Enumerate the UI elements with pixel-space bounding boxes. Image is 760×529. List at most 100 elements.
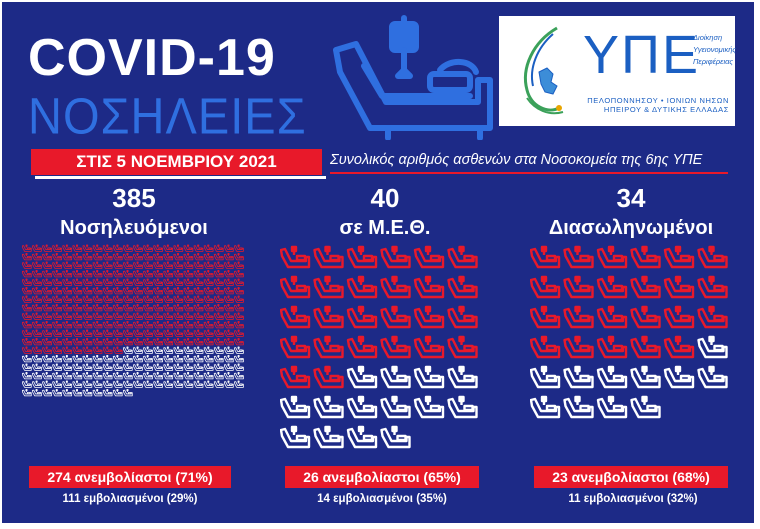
- unvaccinated-patient-icon: [32, 270, 42, 278]
- stat-label: Διασωληνωμένοι: [548, 217, 714, 239]
- unvaccinated-patient-icon: [82, 244, 93, 252]
- unvaccinated-patient-icon: [213, 321, 224, 329]
- unvaccinated-patient-icon: [52, 253, 62, 261]
- unvaccinated-patient-icon: [313, 365, 344, 389]
- unvaccinated-patient-icon: [52, 312, 62, 320]
- unvaccinated-patient-icon: [52, 304, 62, 312]
- unvaccinated-patient-icon: [563, 335, 594, 359]
- vaccinated-label: 14 εμβολιασμένοι (35%): [317, 493, 447, 505]
- unvaccinated-patient-icon: [143, 329, 153, 337]
- unvaccinated-patient-icon: [92, 261, 103, 269]
- unvaccinated-patient-icon: [223, 270, 234, 278]
- vaccinated-patient-icon: [163, 380, 174, 388]
- icon-grid-hospitalized: [22, 244, 244, 397]
- vaccinated-patient-icon: [112, 372, 123, 380]
- vaccinated-patient-icon: [280, 395, 311, 419]
- vaccinated-patient-icon: [32, 380, 42, 388]
- unvaccinated-patient-icon: [313, 245, 344, 269]
- unvaccinated-patient-icon: [193, 329, 204, 337]
- unvaccinated-patient-icon: [183, 253, 194, 261]
- unvaccinated-patient-icon: [102, 278, 113, 286]
- vaccinated-patient-icon: [234, 380, 244, 388]
- unvaccinated-patient-icon: [193, 295, 204, 303]
- unvaccinated-patient-icon: [213, 287, 224, 295]
- vaccinated-patient-icon: [346, 395, 378, 419]
- vaccinated-patient-icon: [697, 365, 728, 389]
- unvaccinated-patient-icon: [234, 287, 244, 295]
- vaccinated-patient-icon: [153, 372, 163, 380]
- vaccinated-patient-icon: [133, 363, 143, 371]
- vaccinated-patient-icon: [530, 395, 561, 419]
- vaccinated-patient-icon: [213, 346, 224, 354]
- unvaccinated-patient-icon: [92, 278, 103, 286]
- vaccinated-patient-icon: [234, 363, 244, 371]
- vaccinated-patient-icon: [72, 389, 83, 397]
- unvaccinated-patient-icon: [153, 312, 163, 320]
- unvaccinated-patient-icon: [122, 253, 133, 261]
- unvaccinated-patient-icon: [380, 245, 411, 269]
- unvaccinated-patient-icon: [173, 244, 184, 252]
- vaccinated-patient-icon: [234, 355, 244, 363]
- unvaccinated-patient-icon: [193, 253, 204, 261]
- description-text: Συνολικός αριθμός ασθενών στα Νοσοκομεία…: [330, 152, 703, 168]
- description-underline: [330, 172, 728, 174]
- unvaccinated-patient-icon: [630, 335, 661, 359]
- vaccinated-patient-icon: [223, 346, 234, 354]
- unvaccinated-patient-icon: [163, 304, 174, 312]
- unvaccinated-patient-icon: [82, 312, 93, 320]
- vaccinated-patient-icon: [72, 380, 83, 388]
- unvaccinated-patient-icon: [62, 304, 73, 312]
- unvaccinated-patient-icon: [193, 304, 204, 312]
- unvaccinated-patient-icon: [82, 253, 93, 261]
- unvaccinated-patient-icon: [183, 278, 194, 286]
- unvaccinated-patient-icon: [133, 261, 143, 269]
- unvaccinated-patient-icon: [102, 338, 113, 346]
- unvaccinated-patient-icon: [62, 261, 73, 269]
- unvaccinated-patient-icon: [122, 278, 133, 286]
- unvaccinated-patient-icon: [143, 338, 153, 346]
- vaccinated-patient-icon: [346, 425, 378, 449]
- unvaccinated-patient-icon: [112, 338, 123, 346]
- vaccinated-patient-icon: [203, 363, 214, 371]
- unvaccinated-patient-icon: [234, 278, 244, 286]
- vaccinated-patient-icon: [213, 372, 224, 380]
- vaccinated-patient-icon: [122, 380, 133, 388]
- vaccinated-patient-icon: [153, 363, 163, 371]
- unvaccinated-patient-icon: [346, 275, 378, 299]
- unvaccinated-patient-icon: [72, 338, 83, 346]
- unvaccinated-patient-icon: [22, 338, 32, 346]
- stat-count: 40: [370, 183, 400, 213]
- unvaccinated-patient-icon: [203, 304, 214, 312]
- stat-count: 385: [112, 183, 156, 213]
- unvaccinated-patient-icon: [203, 270, 214, 278]
- vaccinated-patient-icon: [102, 355, 113, 363]
- unvaccinated-patient-icon: [82, 278, 93, 286]
- unvaccinated-patient-icon: [173, 295, 184, 303]
- unvaccinated-patient-icon: [193, 338, 204, 346]
- vaccinated-patient-icon: [32, 363, 42, 371]
- unvaccinated-patient-icon: [52, 338, 62, 346]
- unvaccinated-patient-icon: [22, 270, 32, 278]
- unvaccinated-patient-icon: [22, 304, 32, 312]
- unvaccinated-patient-icon: [122, 287, 133, 295]
- unvaccinated-patient-icon: [92, 321, 103, 329]
- unvaccinated-patient-icon: [42, 253, 52, 261]
- vaccinated-patient-icon: [234, 372, 244, 380]
- unvaccinated-patient-icon: [193, 321, 204, 329]
- unvaccinated-patient-icon: [203, 312, 214, 320]
- unvaccinated-patient-icon: [596, 335, 628, 359]
- unvaccinated-patient-icon: [82, 270, 93, 278]
- vaccinated-patient-icon: [223, 363, 234, 371]
- unvaccinated-patient-icon: [72, 253, 83, 261]
- unvaccinated-patient-icon: [112, 321, 123, 329]
- unvaccinated-patient-icon: [163, 270, 174, 278]
- unvaccinated-patient-icon: [102, 287, 113, 295]
- logo-region-line: ΗΠΕΙΡΟΥ & ΔΥΤΙΚΗΣ ΕΛΛΑΔΑΣ: [603, 105, 729, 114]
- unvaccinated-patient-icon: [133, 253, 143, 261]
- unvaccinated-patient-icon: [52, 287, 62, 295]
- unvaccinated-patient-icon: [42, 287, 52, 295]
- vaccinated-patient-icon: [203, 346, 214, 354]
- unvaccinated-patient-icon: [52, 329, 62, 337]
- unvaccinated-patient-icon: [280, 245, 311, 269]
- vaccinated-patient-icon: [563, 365, 594, 389]
